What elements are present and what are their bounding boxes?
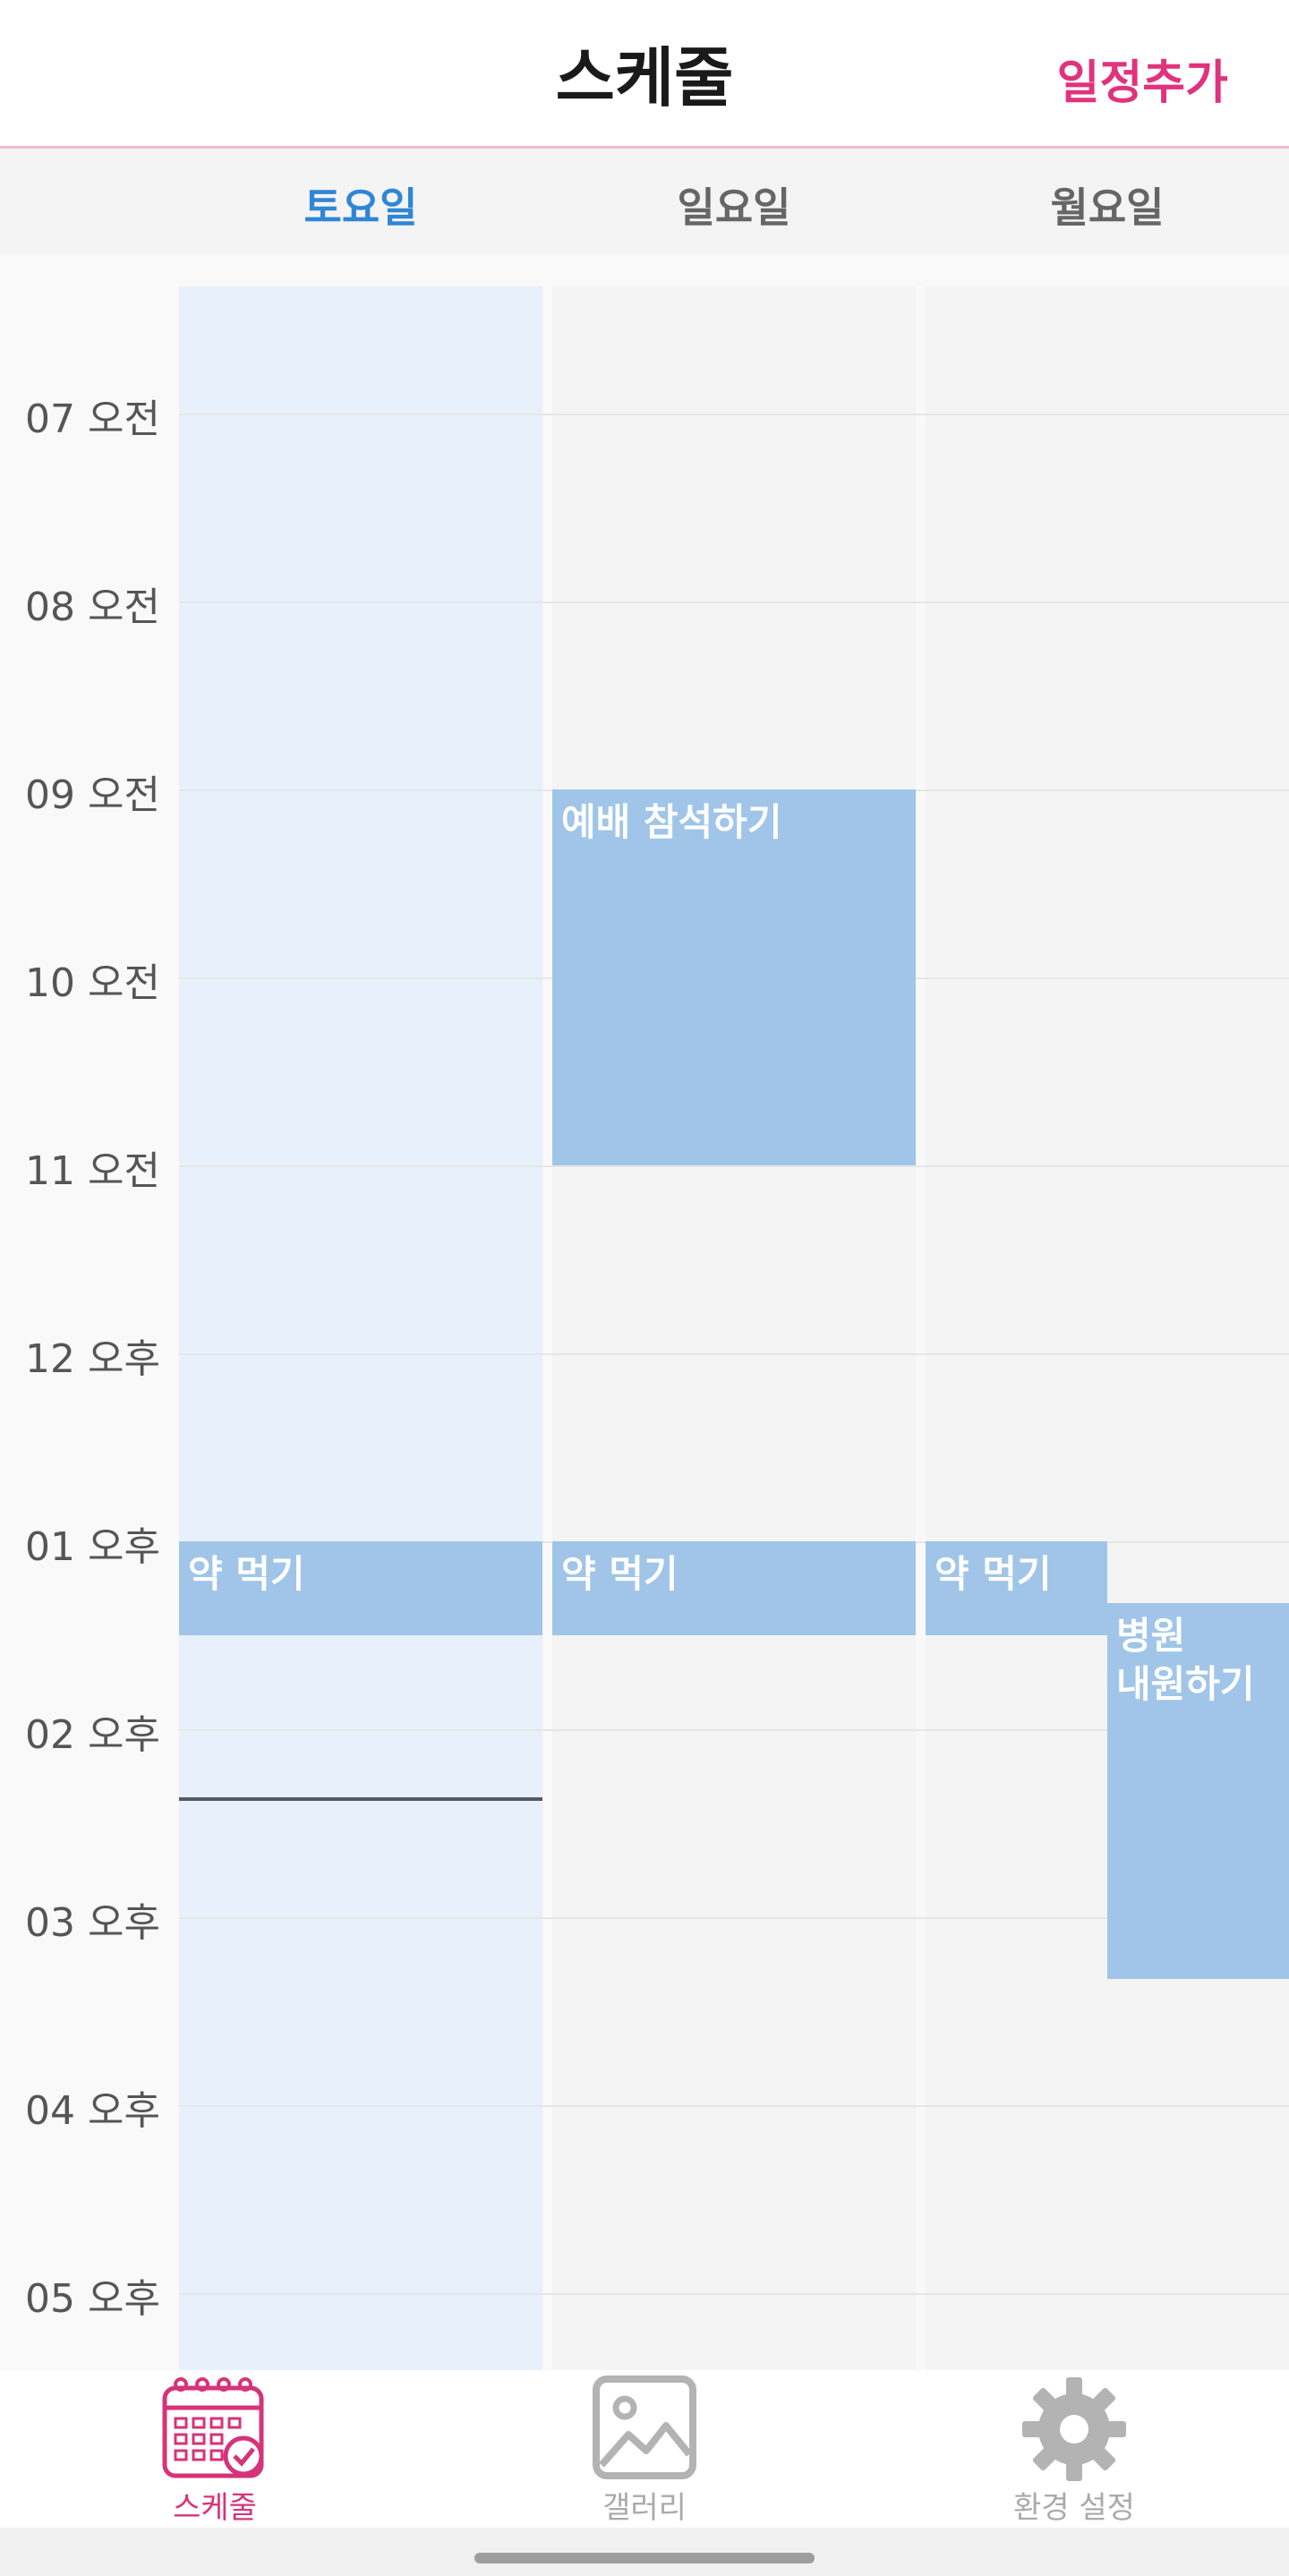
time-label: 04 오후 xyxy=(25,2088,160,2134)
time-label: 08 오전 xyxy=(25,584,160,630)
hour-gridline xyxy=(179,1917,1289,1919)
hour-gridline xyxy=(179,1165,1289,1167)
app-header: 스케줄 일정추가 xyxy=(0,0,1289,149)
tab-settings-label: 환경 설정 xyxy=(1013,2490,1135,2526)
day-column-saturday[interactable] xyxy=(179,286,542,2370)
time-label: 11 오전 xyxy=(25,1148,160,1194)
hour-gridline xyxy=(179,601,1289,603)
time-label: 12 오후 xyxy=(25,1336,160,1382)
tab-schedule-label: 스케줄 xyxy=(173,2490,257,2526)
tab-gallery[interactable]: 갤러리 xyxy=(430,2370,859,2528)
time-label: 10 오전 xyxy=(25,960,160,1006)
system-nav-bar xyxy=(0,2528,1289,2576)
tab-schedule[interactable]: 스케줄 xyxy=(0,2370,430,2528)
day-tab-saturday[interactable]: 토요일 xyxy=(303,183,418,232)
schedule-event[interactable]: 병원 내원하기 xyxy=(1107,1603,1289,1980)
home-handle[interactable] xyxy=(474,2553,815,2563)
time-label: 03 오후 xyxy=(25,1900,160,1946)
current-time-indicator xyxy=(179,1796,542,1801)
time-label: 02 오후 xyxy=(25,1712,160,1758)
tab-settings[interactable]: 환경 설정 xyxy=(859,2370,1289,2528)
time-label: 07 오전 xyxy=(25,397,160,442)
hour-gridline xyxy=(179,414,1289,415)
calendar-check-icon xyxy=(161,2376,269,2483)
bottom-tab-bar: 스케줄 갤러리 xyxy=(0,2370,1289,2528)
schedule-event[interactable]: 약 먹기 xyxy=(179,1541,542,1635)
schedule-event[interactable]: 예배 참석하기 xyxy=(552,789,916,1165)
day-column-monday[interactable] xyxy=(926,286,1289,2370)
time-label: 05 오후 xyxy=(25,2276,160,2322)
time-label: 01 오후 xyxy=(25,1524,160,1570)
time-label: 09 오전 xyxy=(25,772,160,818)
tab-gallery-label: 갤러리 xyxy=(602,2490,687,2526)
schedule-grid[interactable]: 07 오전 08 오전 09 오전 10 오전 11 오전 12 오후 01 오후 02 오후… xyxy=(0,254,1289,2370)
hour-gridline xyxy=(179,1353,1289,1355)
day-header-bar: 토요일 일요일 월요일 xyxy=(0,149,1289,254)
hour-gridline xyxy=(179,1729,1289,1731)
gear-icon xyxy=(1020,2376,1128,2486)
add-schedule-button[interactable]: 일정추가 xyxy=(1056,56,1228,110)
hour-gridline xyxy=(179,2293,1289,2295)
page-title: 스케줄 xyxy=(555,40,734,115)
schedule-event[interactable]: 약 먹기 xyxy=(926,1541,1107,1635)
day-column-sunday[interactable] xyxy=(552,286,916,2370)
day-tab-monday[interactable]: 월요일 xyxy=(1050,183,1165,232)
schedule-event[interactable]: 약 먹기 xyxy=(552,1541,916,1635)
image-icon xyxy=(593,2376,696,2483)
day-tab-sunday[interactable]: 일요일 xyxy=(677,183,791,232)
hour-gridline xyxy=(179,2105,1289,2107)
